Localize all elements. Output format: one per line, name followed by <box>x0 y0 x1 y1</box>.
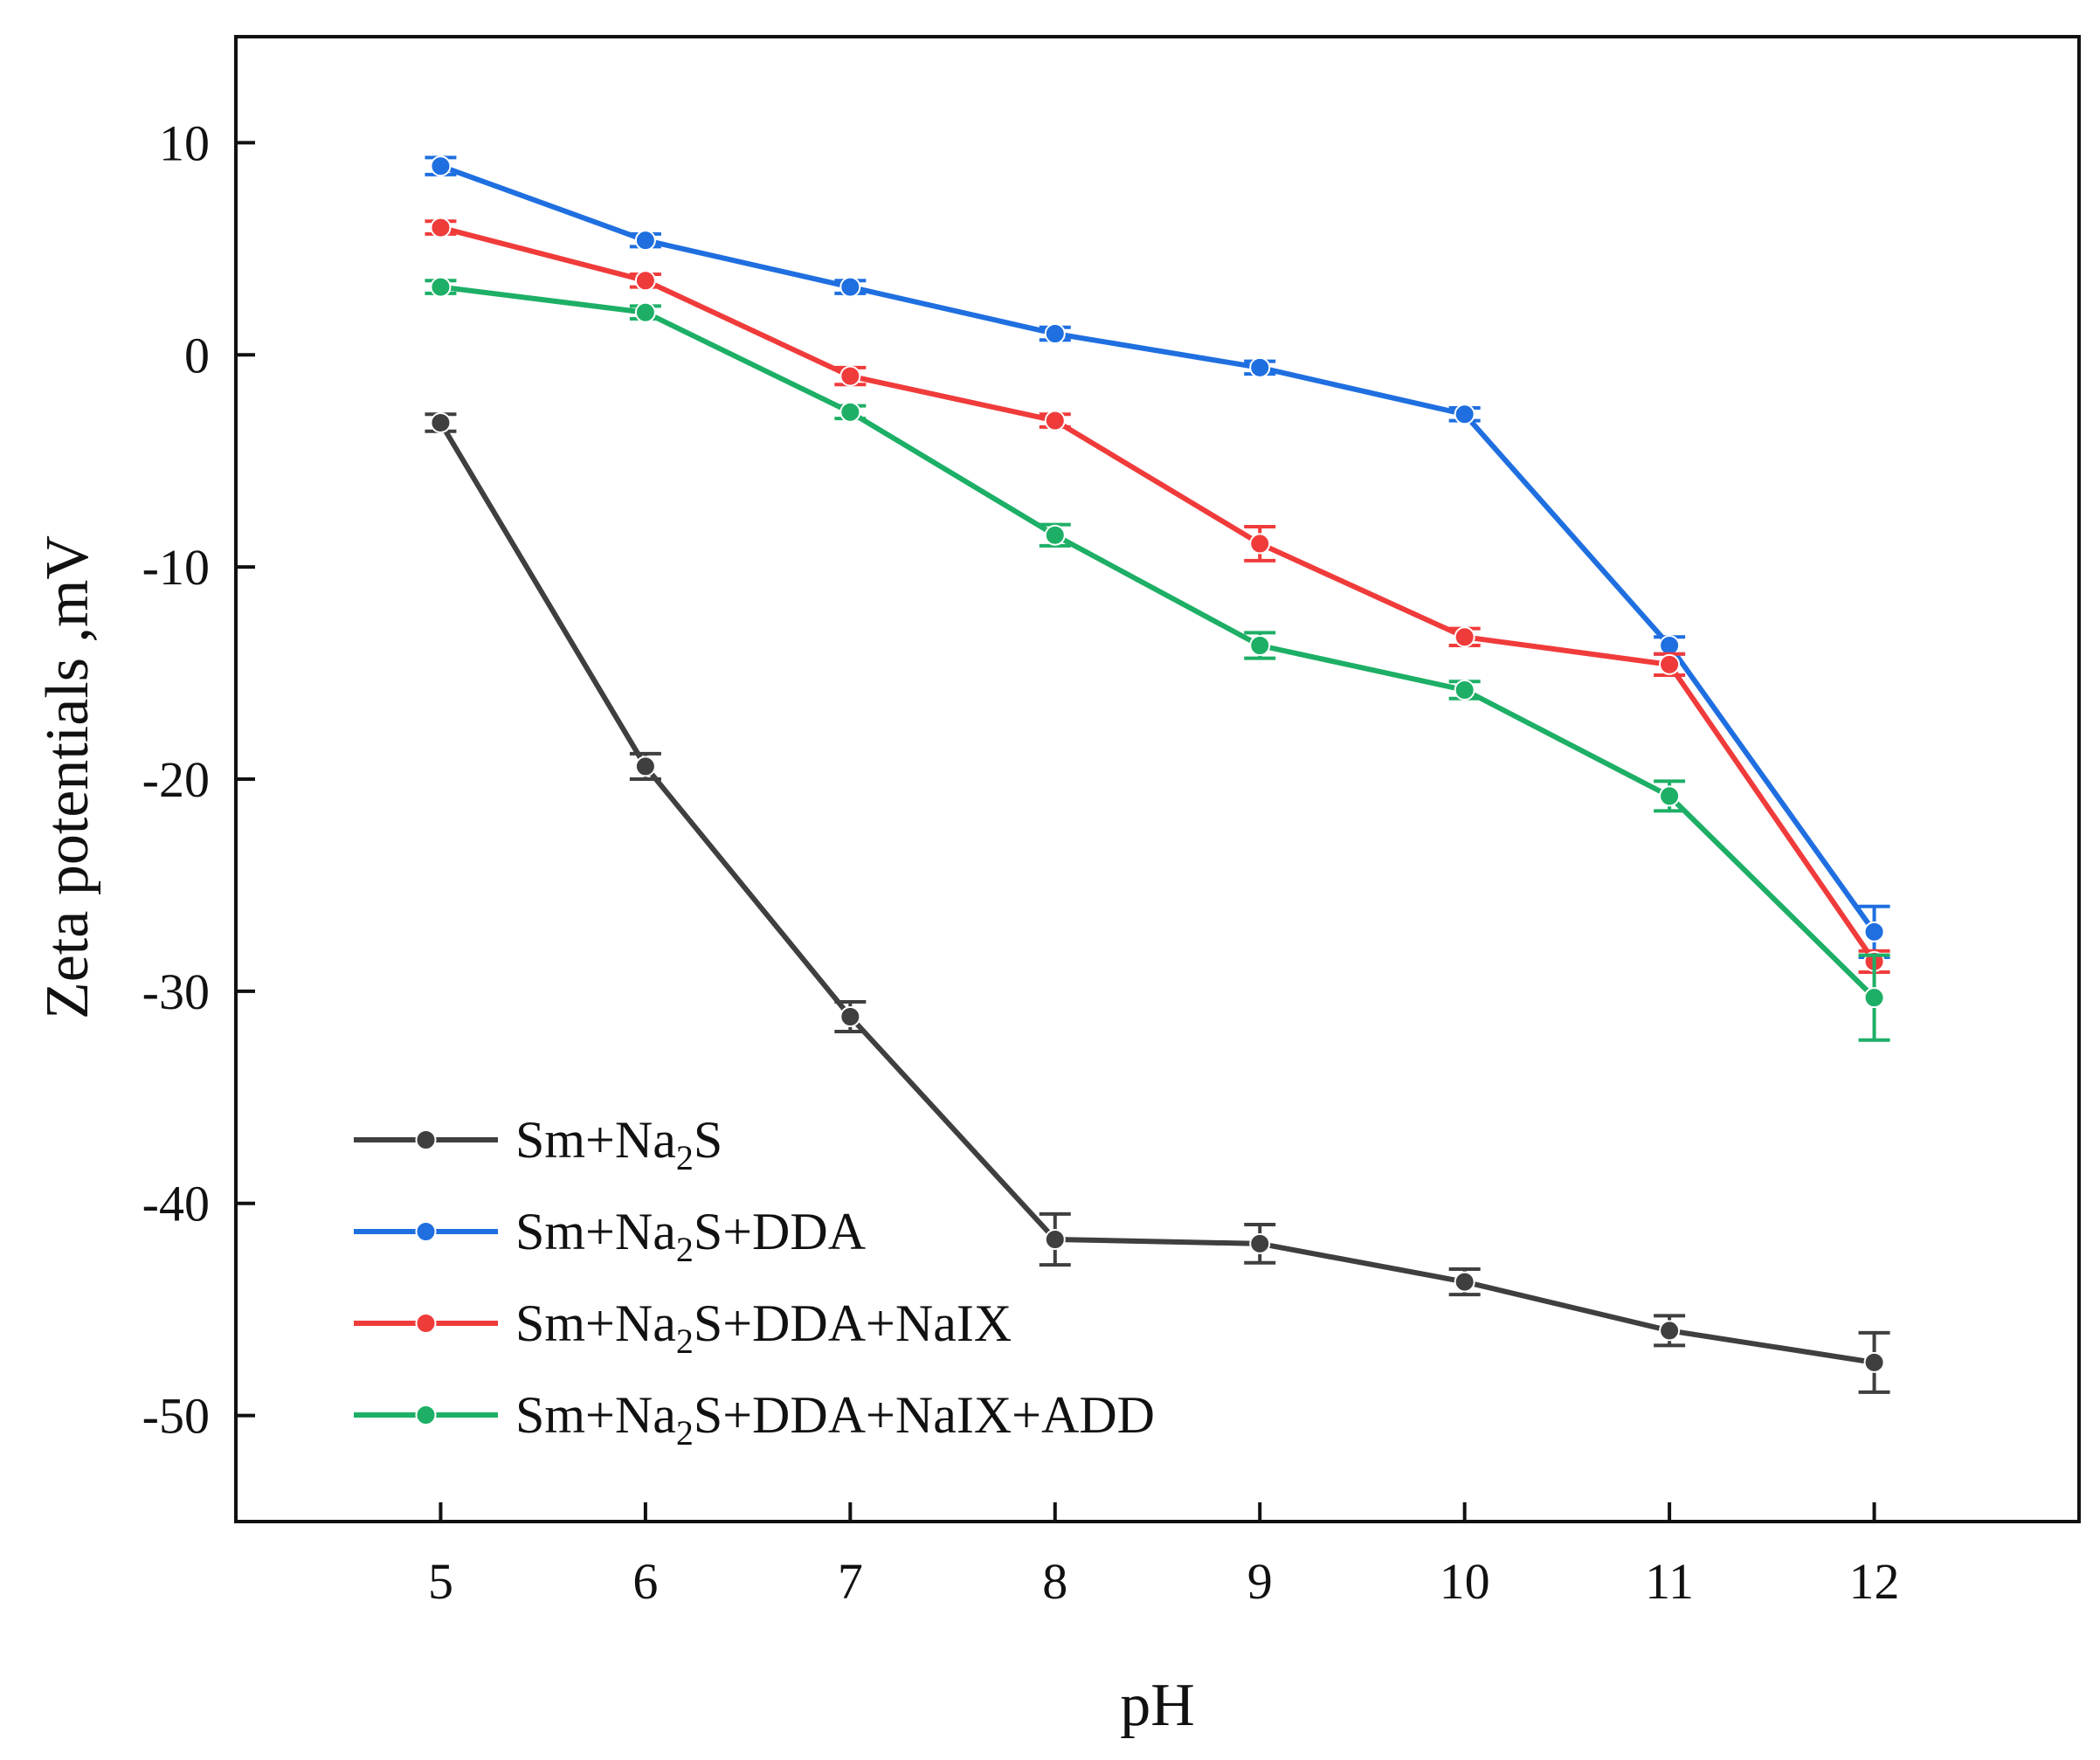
data-point <box>1659 785 1681 807</box>
data-point <box>1249 1232 1271 1254</box>
data-point <box>1044 1229 1066 1250</box>
legend-label: Sm+Na2S <box>515 1111 722 1177</box>
x-tick-label: 10 <box>1440 1553 1490 1610</box>
data-point <box>1249 356 1271 378</box>
data-point <box>839 401 861 423</box>
series-line <box>439 163 1876 934</box>
legend-label: Sm+Na2S+DDA+NaIX+ADD <box>515 1386 1155 1453</box>
data-point <box>1044 524 1066 546</box>
data-point <box>430 412 452 433</box>
y-tick-label: -20 <box>142 751 210 808</box>
y-tick-label: 10 <box>159 114 210 171</box>
data-point <box>839 276 861 298</box>
series-line <box>440 284 1876 1000</box>
series-line <box>438 421 1875 1365</box>
data-point <box>634 270 656 292</box>
legend-item: Sm+Na2S+DDA+NaIX <box>354 1294 1012 1361</box>
data-point <box>1454 1271 1475 1293</box>
x-tick-label: 6 <box>632 1553 658 1610</box>
series-group <box>425 217 1890 974</box>
y-tick-label: -30 <box>142 963 210 1020</box>
data-point <box>1863 987 1885 1009</box>
data-point <box>1454 404 1475 425</box>
data-point <box>1454 680 1475 701</box>
x-tick-label: 7 <box>838 1553 863 1610</box>
x-axis-title: pH <box>1120 1672 1195 1739</box>
data-point <box>634 230 656 252</box>
data-point <box>430 276 452 298</box>
data-point <box>1863 921 1885 942</box>
y-tick-label: -50 <box>142 1388 210 1445</box>
data-point <box>1659 653 1681 675</box>
data-point <box>1249 635 1271 656</box>
data-point <box>1044 410 1066 431</box>
x-tick-label: 12 <box>1849 1553 1900 1610</box>
legend-label: Sm+Na2S+DDA <box>515 1203 866 1269</box>
data-point <box>1863 1351 1885 1373</box>
y-tick-label: -10 <box>142 539 210 596</box>
x-tick-label: 9 <box>1247 1553 1273 1610</box>
x-tick-label: 8 <box>1042 1553 1067 1610</box>
y-tick-label: -40 <box>142 1176 210 1232</box>
series-group <box>425 276 1890 1042</box>
data-point <box>634 756 656 777</box>
series-group <box>425 412 1890 1394</box>
legend-item: Sm+Na2S+DDA+NaIX+ADD <box>354 1386 1155 1453</box>
legend-swatch-point <box>415 1405 437 1425</box>
x-tick-label: 11 <box>1645 1553 1694 1610</box>
legend-swatch-point <box>415 1129 437 1150</box>
series-lines <box>425 155 1890 1394</box>
y-axis-title: Zeta potentials ,mV <box>34 535 101 1019</box>
series-line <box>439 224 1877 963</box>
data-point <box>839 365 861 387</box>
x-tick-label: 5 <box>428 1553 453 1610</box>
data-point <box>430 155 452 177</box>
y-tick-label: 0 <box>184 327 210 383</box>
data-point <box>634 301 656 323</box>
legend-swatch-point <box>415 1221 437 1242</box>
plot-frame <box>234 35 2081 1523</box>
data-point <box>430 217 452 238</box>
legend-item: Sm+Na2S+DDA <box>354 1203 866 1269</box>
legend-item: Sm+Na2S <box>354 1111 722 1177</box>
data-point <box>839 1006 861 1027</box>
axis-ticks: 5 6 7 8 9 10 11 12 10 0 -10 -20 -30 -40 -50 <box>142 114 1900 1610</box>
data-point <box>1249 533 1271 555</box>
data-point <box>1044 323 1066 344</box>
data-point <box>1659 635 1681 656</box>
data-point <box>1454 626 1475 648</box>
legend-swatch-point <box>415 1313 437 1334</box>
legend-label: Sm+Na2S+DDA+NaIX <box>515 1294 1012 1361</box>
legend: Sm+Na2S Sm+Na2S+DDA Sm+Na2S+DDA+NaIX Sm+Na2… <box>354 1111 1155 1453</box>
data-point <box>1659 1320 1681 1342</box>
